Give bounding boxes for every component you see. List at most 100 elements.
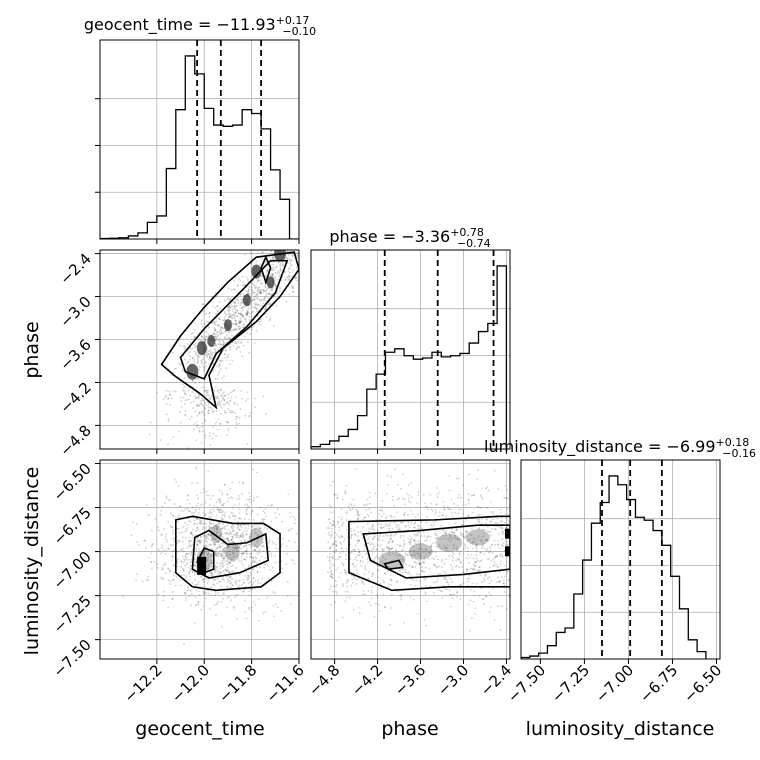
scatter-point (287, 493, 290, 496)
scatter-point (376, 594, 378, 597)
scatter-point (173, 564, 176, 567)
scatter-point (200, 538, 203, 541)
scatter-point (206, 336, 208, 338)
scatter-point (205, 490, 208, 493)
x-axis-label-phase: phase (381, 718, 438, 740)
scatter-point (483, 528, 486, 531)
scatter-point (390, 584, 393, 586)
scatter-point (430, 502, 433, 505)
scatter-point (235, 617, 238, 620)
scatter-point (219, 572, 222, 575)
scatter-point (400, 594, 403, 596)
scatter-point (201, 319, 204, 321)
scatter-point (219, 508, 222, 511)
scatter-point (357, 550, 360, 553)
scatter-point (218, 339, 221, 342)
scatter-point (219, 405, 222, 408)
scatter-point (504, 516, 507, 519)
scatter-point (212, 536, 214, 539)
scatter-point (254, 603, 257, 606)
scatter-point (183, 390, 186, 393)
scatter-point (226, 434, 229, 437)
scatter-point (376, 548, 379, 551)
contour-0 (348, 515, 510, 592)
scatter-point (393, 504, 395, 507)
scatter-point (387, 542, 390, 544)
scatter-point (216, 526, 218, 529)
scatter-point (354, 550, 357, 553)
scatter-point (250, 553, 252, 556)
scatter-point (203, 330, 206, 333)
scatter-point (491, 552, 494, 554)
scatter-point (232, 547, 235, 549)
scatter-point (222, 504, 225, 507)
scatter-point (212, 410, 215, 413)
scatter-point (207, 533, 210, 536)
scatter-point (503, 550, 506, 552)
scatter-point (224, 394, 227, 397)
scatter-point (207, 333, 210, 336)
scatter-point (329, 546, 331, 549)
scatter-point (388, 551, 391, 553)
scatter-point (235, 305, 238, 307)
scatter-point (221, 503, 223, 506)
scatter-point (363, 583, 365, 585)
scatter-point (472, 494, 475, 497)
scatter-point (186, 558, 189, 561)
scatter-point (232, 530, 235, 533)
scatter-point (241, 283, 244, 286)
scatter-point (333, 585, 335, 587)
scatter-point (347, 590, 349, 593)
scatter-point (303, 262, 305, 264)
scatter-point (253, 298, 256, 301)
scatter-point (193, 519, 196, 522)
scatter-point (207, 406, 210, 409)
scatter-point (485, 522, 487, 525)
scatter-point (223, 483, 226, 486)
scatter-point (189, 561, 192, 564)
scatter-point (252, 306, 255, 309)
scatter-point (188, 536, 191, 539)
scatter-point (257, 534, 259, 537)
scatter-point (269, 553, 272, 556)
scatter-point (248, 606, 250, 609)
scatter-point (274, 592, 277, 595)
scatter-point (368, 530, 371, 533)
scatter-point (195, 596, 197, 599)
scatter-point (504, 540, 507, 543)
scatter-point (241, 584, 244, 586)
scatter-point (229, 532, 232, 534)
scatter-point (451, 531, 453, 533)
scatter-point (167, 398, 170, 400)
scatter-point (245, 570, 248, 573)
scatter-point (266, 234, 268, 236)
scatter-point (416, 562, 418, 564)
scatter-point (232, 605, 235, 608)
scatter-point (502, 579, 505, 581)
scatter-point (175, 481, 178, 483)
scatter-point (254, 531, 257, 534)
scatter-point (178, 430, 181, 433)
scatter-point (237, 550, 239, 552)
scatter-point (202, 325, 204, 328)
scatter-point (418, 563, 421, 565)
scatter-point (478, 569, 481, 571)
scatter-point (242, 315, 244, 318)
scatter-point (477, 469, 480, 472)
scatter-point (294, 277, 297, 280)
scatter-point (224, 547, 226, 550)
scatter-point (489, 551, 491, 553)
scatter-point (490, 579, 493, 582)
scatter-point (259, 582, 262, 584)
scatter-point (191, 357, 194, 360)
scatter-point (391, 540, 394, 542)
scatter-point (217, 511, 220, 513)
scatter-point (195, 504, 198, 507)
scatter-point (222, 340, 225, 342)
scatter-point (364, 593, 366, 596)
scatter-point (165, 532, 168, 535)
scatter-point (230, 391, 232, 394)
scatter-point (250, 574, 252, 577)
scatter-point (228, 338, 231, 341)
title-minus: −0.16 (722, 447, 756, 460)
